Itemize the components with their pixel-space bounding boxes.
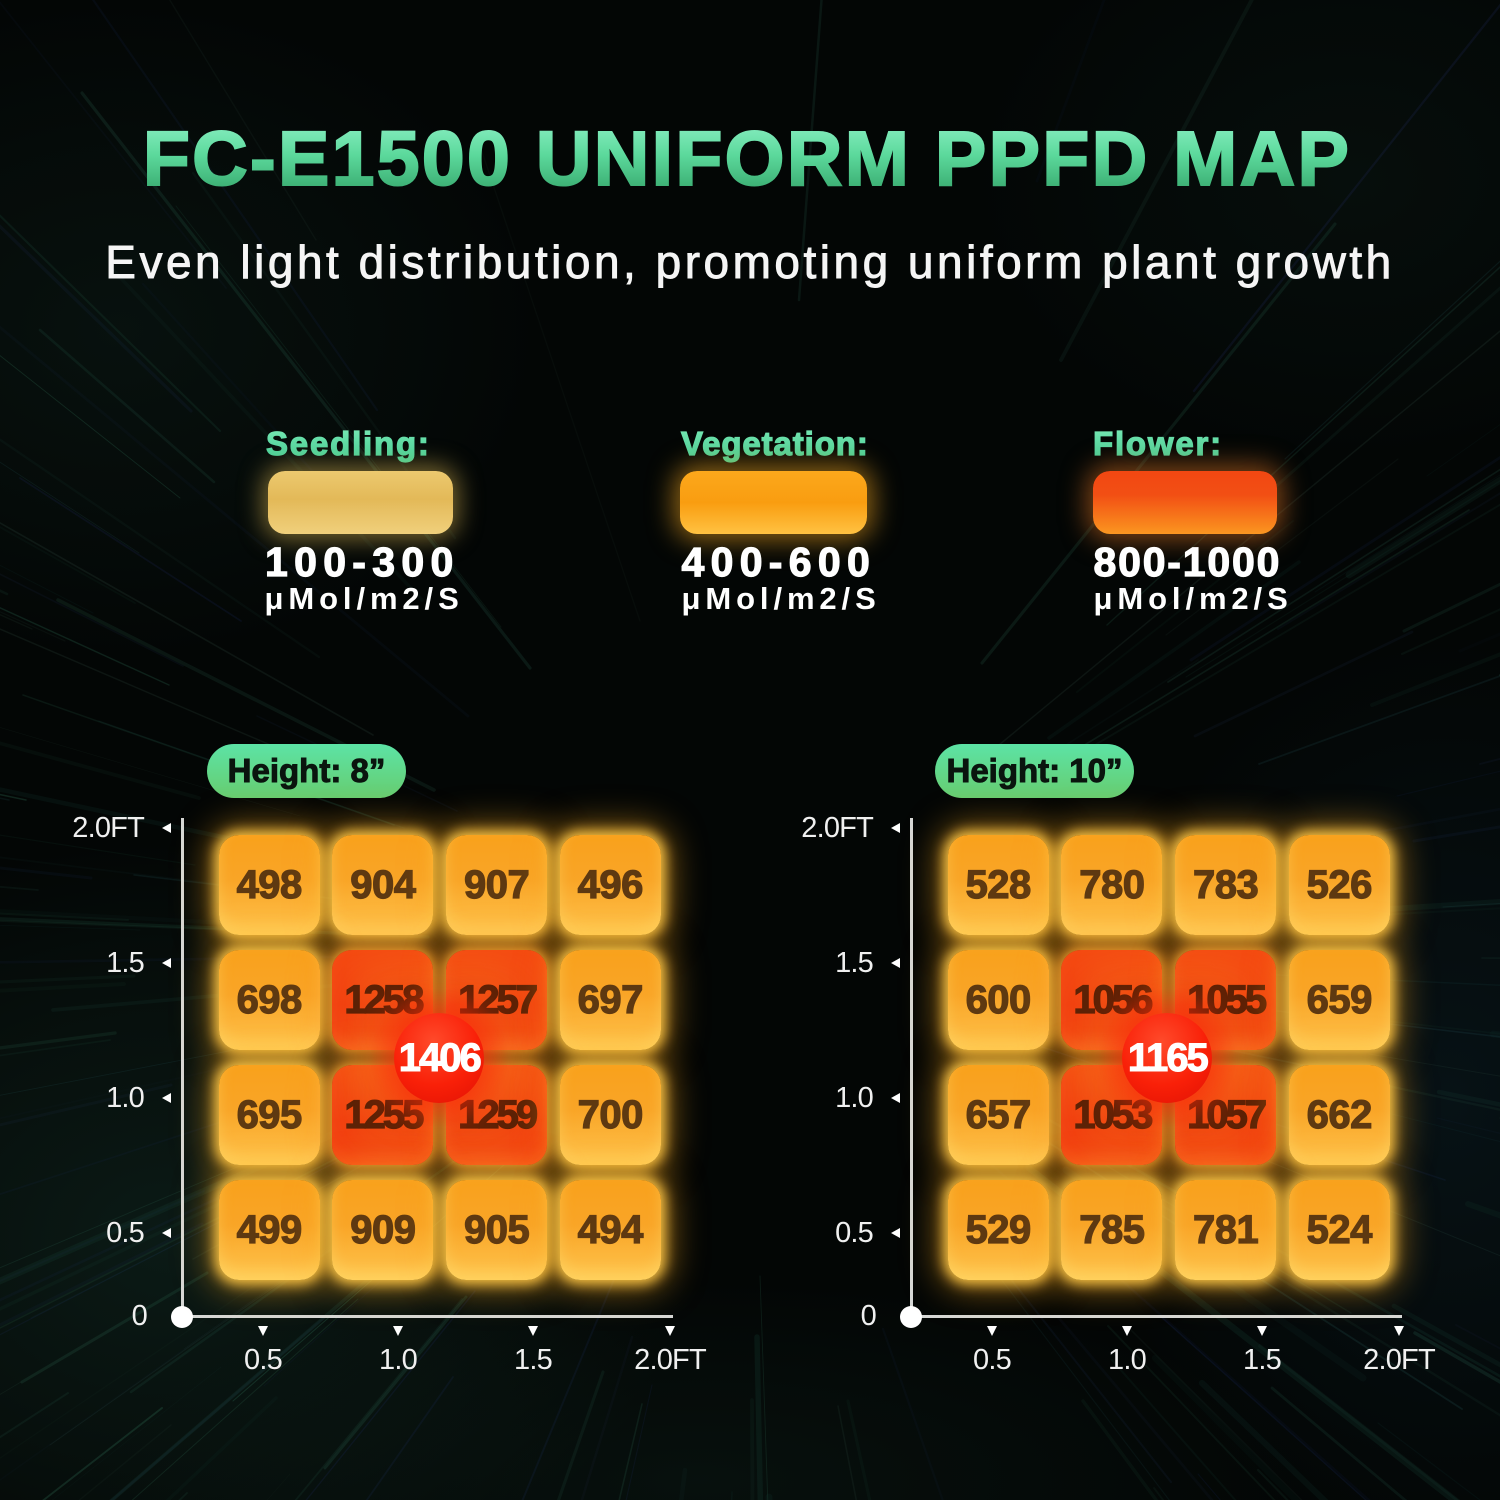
svg-text:Seedling:: Seedling: bbox=[266, 425, 431, 462]
svg-text:Vegetation:: Vegetation: bbox=[681, 425, 869, 462]
svg-text:Flower:: Flower: bbox=[1093, 425, 1223, 462]
svg-text:FC-E1500 UNIFORM PPFD MAP: FC-E1500 UNIFORM PPFD MAP bbox=[143, 116, 1351, 202]
